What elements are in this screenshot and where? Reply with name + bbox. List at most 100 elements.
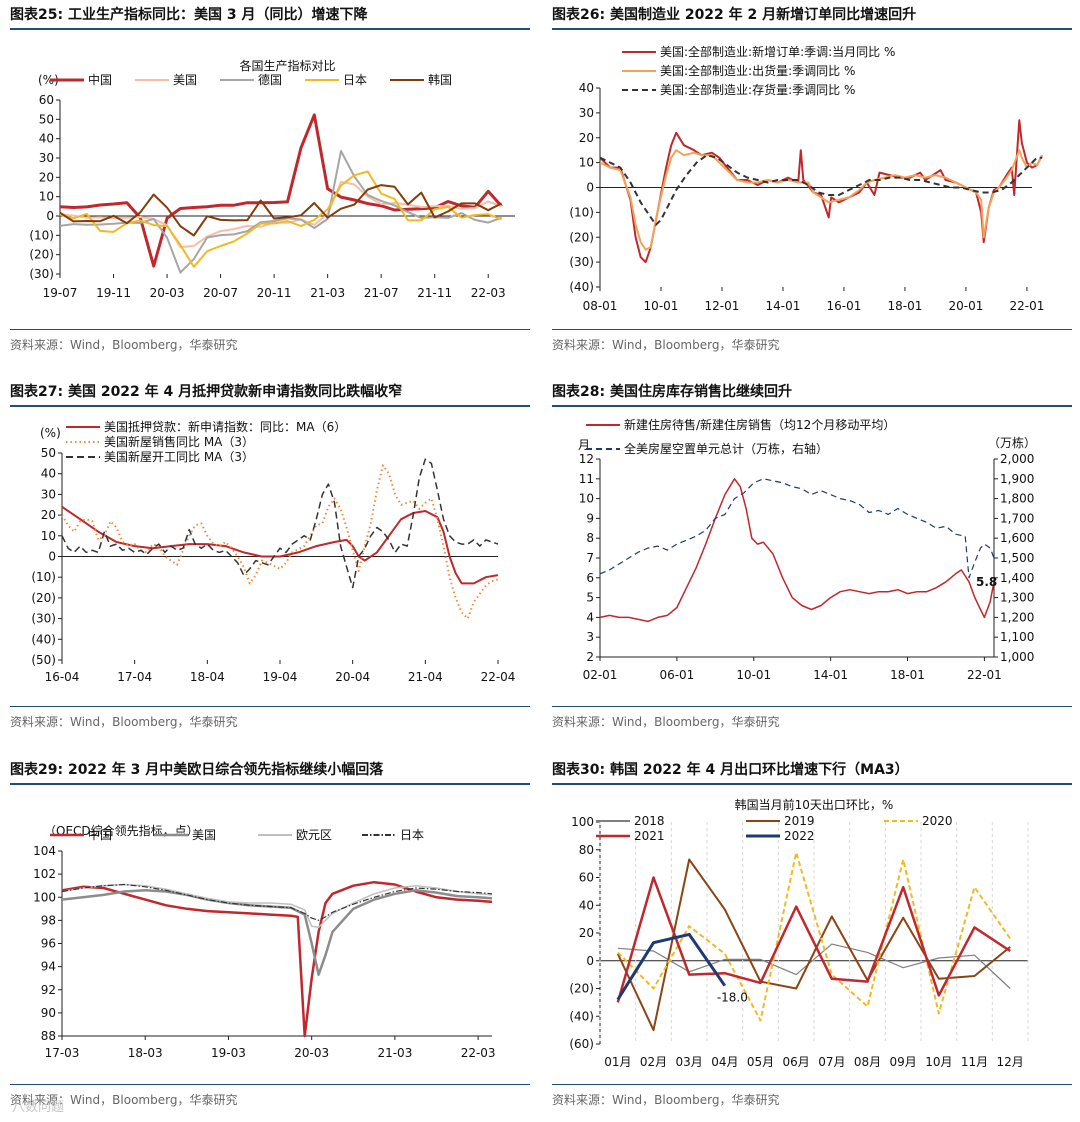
y-tick-label: 20	[579, 926, 594, 940]
title-rule	[10, 783, 530, 785]
source-note: 资料来源：Wind，Bloomberg，华泰研究	[10, 338, 238, 352]
x-tick-label: 21-11	[417, 286, 452, 300]
y-tick-label: 30	[41, 487, 56, 501]
series-line-1	[599, 478, 995, 579]
y-tick-label: (20)	[569, 982, 594, 996]
y-tick-label: 9	[586, 511, 594, 525]
y2-tick-label: 1,900	[1000, 472, 1034, 486]
y-tick-label: (40)	[569, 1009, 594, 1023]
y-tick-label: 98	[41, 913, 56, 927]
y-tick-label: 0	[46, 209, 54, 223]
y-tick-label: 0	[586, 181, 594, 195]
y-tick-label: 4	[586, 610, 594, 624]
series-line-3	[61, 883, 493, 921]
series-line-1	[59, 180, 502, 249]
y-tick-label: 50	[41, 446, 56, 460]
legend-label: 2019	[784, 814, 815, 828]
y-tick-label: (30)	[569, 255, 594, 269]
title-rule	[10, 405, 530, 407]
y-tick-label: 10	[39, 190, 54, 204]
x-tick-label: 09月	[890, 1055, 917, 1069]
annotation-label: 5.8	[976, 575, 997, 589]
y-tick-label: 100	[571, 815, 594, 829]
series-line-3	[616, 876, 1011, 1003]
legend-label: 2021	[634, 829, 665, 843]
x-tick-label: 07月	[818, 1055, 845, 1069]
series-line-1	[61, 889, 493, 976]
x-tick-label: 22-04	[481, 670, 516, 684]
chart-30-svg: 100 80 60 40 20 0 (20) (40) (60) 01月 02月 03月 04月 05月 0…	[569, 797, 1029, 1069]
x-tick-label: 18-03	[128, 1046, 163, 1060]
y2-tick-label: 1,600	[1000, 531, 1034, 545]
x-tick-label: 11月	[961, 1055, 988, 1069]
y2-axis-label: （万栋）	[988, 435, 1036, 450]
y-tick-label: 104	[33, 844, 56, 858]
y-tick-label: (50)	[31, 653, 56, 667]
legend-label: 日本	[343, 73, 367, 87]
y-tick-label: 0	[48, 550, 56, 564]
x-tick-label: 20-01	[948, 299, 983, 313]
x-tick-label: 20-03	[294, 1046, 329, 1060]
chart-26-svg: 40 30 20 10 0 (10) (20) (30) (40) 08-01 10-01 12-01…	[569, 44, 1044, 313]
y-tick-label: (10)	[569, 205, 594, 219]
y2-tick-label: 1,500	[1000, 551, 1034, 565]
y-tick-label: 92	[41, 983, 56, 997]
y2-tick-label: 1,800	[1000, 492, 1034, 506]
legend-label: 2020	[922, 814, 953, 828]
legend-label: 新建住房待售/新建住房销售（均12个月移动平均）	[624, 417, 895, 432]
x-tick-label: 22-01	[1009, 299, 1044, 313]
y-tick-label: 20	[41, 508, 56, 522]
series-line-0	[61, 505, 499, 585]
y-tick-label: (40)	[569, 280, 594, 294]
x-tick-label: 04月	[711, 1055, 738, 1069]
x-tick-label: 21-03	[377, 1046, 412, 1060]
y-tick-label: 10	[579, 492, 594, 506]
x-tick-label: 02月	[640, 1055, 667, 1069]
chart-27-svg: 50 40 30 20 10 0 (10) (20) (30) (40) (50) 16-04 17-0…	[31, 419, 516, 684]
legend-label: 中国	[88, 72, 112, 87]
x-tick-label: 20-04	[335, 670, 370, 684]
x-tick-label: 03月	[676, 1055, 703, 1069]
x-tick-label: 20-03	[150, 286, 185, 300]
legend-label: 2018	[634, 814, 665, 828]
y-tick-label: 40	[579, 898, 594, 912]
y-tick-label: (20)	[29, 248, 54, 262]
source-note: 资料来源：Wind，Bloomberg，华泰研究	[10, 715, 238, 729]
y-tick-label: 7	[586, 551, 594, 565]
y-tick-label: 8	[586, 531, 594, 545]
bottom-rule	[552, 329, 1072, 330]
x-tick-label: 19-04	[263, 670, 298, 684]
legend-label: 美国	[192, 828, 216, 842]
title-rule	[552, 783, 1072, 785]
x-tick-label: 12-01	[705, 299, 740, 313]
figure-title: 图表29: 2022 年 3 月中美欧日综合领先指标继续小幅回落	[10, 762, 384, 778]
y-tick-label: (60)	[569, 1037, 594, 1051]
y-tick-label: 94	[41, 960, 56, 974]
x-tick-label: 08-01	[583, 299, 618, 313]
y-tick-label: 40	[579, 81, 594, 95]
y-tick-label: 30	[579, 106, 594, 120]
y-tick-label: (10)	[29, 228, 54, 242]
x-tick-label: 17-04	[117, 670, 152, 684]
x-tick-label: 21-04	[408, 670, 443, 684]
y2-tick-label: 1,700	[1000, 511, 1034, 525]
chart-29-svg: 104 102 100 98 96 94 92 90 88 17-03 18-03 19-03 20-0…	[33, 823, 495, 1060]
x-tick-label: 14-01	[813, 668, 848, 682]
legend-label: 美国新屋开工同比 MA（3）	[104, 449, 254, 464]
source-note: 资料来源：Wind，Bloomberg，华泰研究	[10, 1093, 238, 1107]
x-tick-label: 08月	[854, 1055, 881, 1069]
legend-label: 日本	[400, 828, 424, 842]
legend-label: 全美房屋空置单元总计（万栋，右轴）	[624, 441, 828, 456]
x-tick-label: 16-04	[45, 670, 80, 684]
legend-label: 2022	[784, 829, 815, 843]
legend-label: 美国抵押贷款：新申请指数：同比：MA（6）	[104, 419, 346, 434]
x-tick-label: 01月	[604, 1055, 631, 1069]
series-line-2	[61, 883, 493, 929]
y-tick-label: 80	[579, 843, 594, 857]
y-axis-label: (%)	[40, 426, 61, 440]
x-tick-label: 19-11	[96, 286, 131, 300]
y-tick-label: 88	[41, 1029, 56, 1043]
watermark: 八数问题	[12, 1100, 65, 1115]
series-line-0	[599, 478, 995, 623]
series-line-0	[61, 880, 493, 1038]
